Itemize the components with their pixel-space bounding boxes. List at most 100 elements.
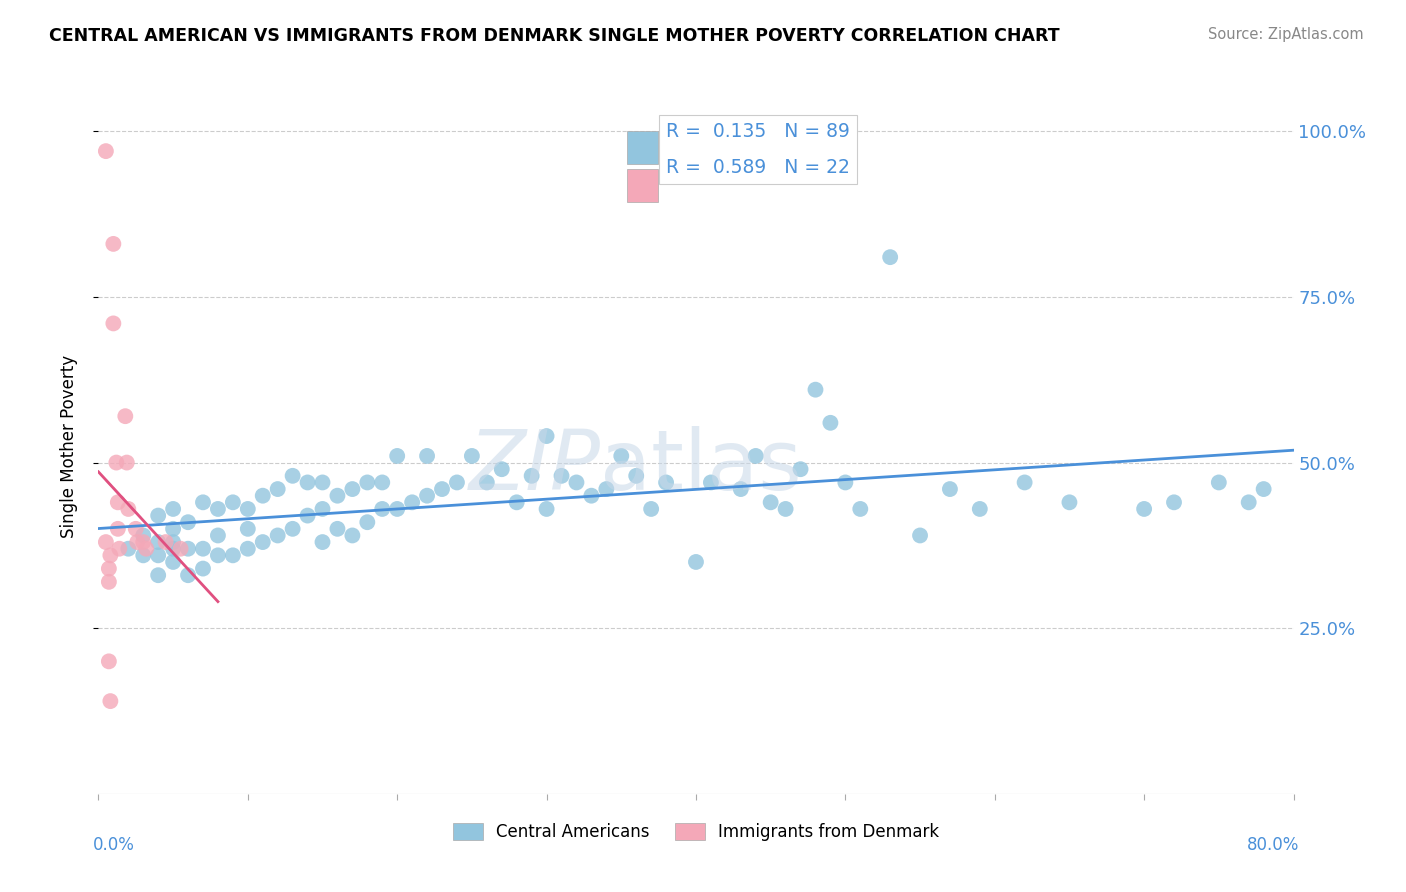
- Point: [162, 522, 184, 536]
- Point: [207, 549, 229, 563]
- Point: [849, 502, 872, 516]
- Y-axis label: Single Mother Poverty: Single Mother Poverty: [59, 354, 77, 538]
- Point: [162, 502, 184, 516]
- Point: [135, 541, 157, 556]
- Text: R =  0.135   N = 89
R =  0.589   N = 22: R = 0.135 N = 89 R = 0.589 N = 22: [666, 122, 851, 177]
- FancyBboxPatch shape: [627, 131, 658, 164]
- Point: [385, 449, 409, 463]
- Point: [105, 456, 128, 470]
- Point: [132, 535, 155, 549]
- Point: [342, 528, 364, 542]
- Point: [108, 541, 131, 556]
- Point: [834, 475, 856, 490]
- Point: [103, 317, 125, 331]
- Point: [1208, 475, 1230, 490]
- Point: [177, 515, 200, 529]
- Point: [371, 502, 394, 516]
- Point: [1014, 475, 1036, 490]
- Point: [252, 489, 274, 503]
- Point: [236, 541, 259, 556]
- Point: [759, 495, 782, 509]
- Point: [97, 574, 120, 589]
- Point: [207, 528, 229, 542]
- Point: [236, 502, 259, 516]
- Point: [536, 429, 558, 443]
- Point: [536, 502, 558, 516]
- Point: [581, 489, 603, 503]
- Point: [281, 468, 304, 483]
- Point: [565, 475, 588, 490]
- Point: [1133, 502, 1156, 516]
- Point: [908, 528, 931, 542]
- Point: [775, 502, 797, 516]
- Text: ZIP: ZIP: [468, 426, 600, 508]
- Point: [356, 475, 378, 490]
- Point: [177, 541, 200, 556]
- Point: [252, 535, 274, 549]
- Point: [148, 535, 170, 549]
- Point: [148, 508, 170, 523]
- FancyBboxPatch shape: [627, 169, 658, 202]
- Point: [177, 568, 200, 582]
- Point: [1163, 495, 1185, 509]
- Text: Source: ZipAtlas.com: Source: ZipAtlas.com: [1208, 27, 1364, 42]
- Point: [969, 502, 991, 516]
- Point: [789, 462, 811, 476]
- Point: [191, 541, 214, 556]
- Point: [610, 449, 633, 463]
- Point: [114, 409, 136, 424]
- Point: [730, 482, 752, 496]
- Point: [97, 561, 120, 575]
- Point: [1237, 495, 1260, 509]
- Point: [281, 522, 304, 536]
- Point: [356, 515, 378, 529]
- Point: [311, 475, 333, 490]
- Point: [520, 468, 543, 483]
- Point: [475, 475, 498, 490]
- Text: CENTRAL AMERICAN VS IMMIGRANTS FROM DENMARK SINGLE MOTHER POVERTY CORRELATION CH: CENTRAL AMERICAN VS IMMIGRANTS FROM DENM…: [49, 27, 1060, 45]
- Point: [804, 383, 827, 397]
- Point: [416, 489, 439, 503]
- Point: [745, 449, 768, 463]
- Point: [700, 475, 723, 490]
- Point: [103, 236, 125, 251]
- Point: [342, 482, 364, 496]
- Point: [879, 250, 901, 264]
- Point: [371, 475, 394, 490]
- Point: [385, 502, 409, 516]
- Point: [550, 468, 572, 483]
- Point: [125, 522, 148, 536]
- Point: [1059, 495, 1081, 509]
- Point: [401, 495, 423, 509]
- Point: [222, 495, 245, 509]
- Point: [595, 482, 617, 496]
- Point: [267, 528, 290, 542]
- Text: atlas: atlas: [600, 426, 801, 508]
- Point: [236, 522, 259, 536]
- Point: [311, 502, 333, 516]
- Point: [155, 535, 177, 549]
- Point: [148, 568, 170, 582]
- Point: [117, 502, 139, 516]
- Point: [127, 535, 149, 549]
- Point: [297, 475, 319, 490]
- Point: [94, 144, 117, 158]
- Point: [191, 561, 214, 575]
- Point: [98, 549, 122, 563]
- Point: [162, 535, 184, 549]
- Point: [430, 482, 453, 496]
- Point: [117, 541, 139, 556]
- Text: 0.0%: 0.0%: [93, 836, 135, 854]
- Point: [97, 654, 120, 668]
- Point: [326, 522, 349, 536]
- Point: [98, 694, 122, 708]
- Point: [297, 508, 319, 523]
- Point: [461, 449, 484, 463]
- Point: [416, 449, 439, 463]
- Point: [148, 549, 170, 563]
- Text: 80.0%: 80.0%: [1247, 836, 1299, 854]
- Point: [640, 502, 662, 516]
- Legend: Central Americans, Immigrants from Denmark: Central Americans, Immigrants from Denma…: [446, 817, 946, 848]
- Point: [207, 502, 229, 516]
- Point: [626, 468, 648, 483]
